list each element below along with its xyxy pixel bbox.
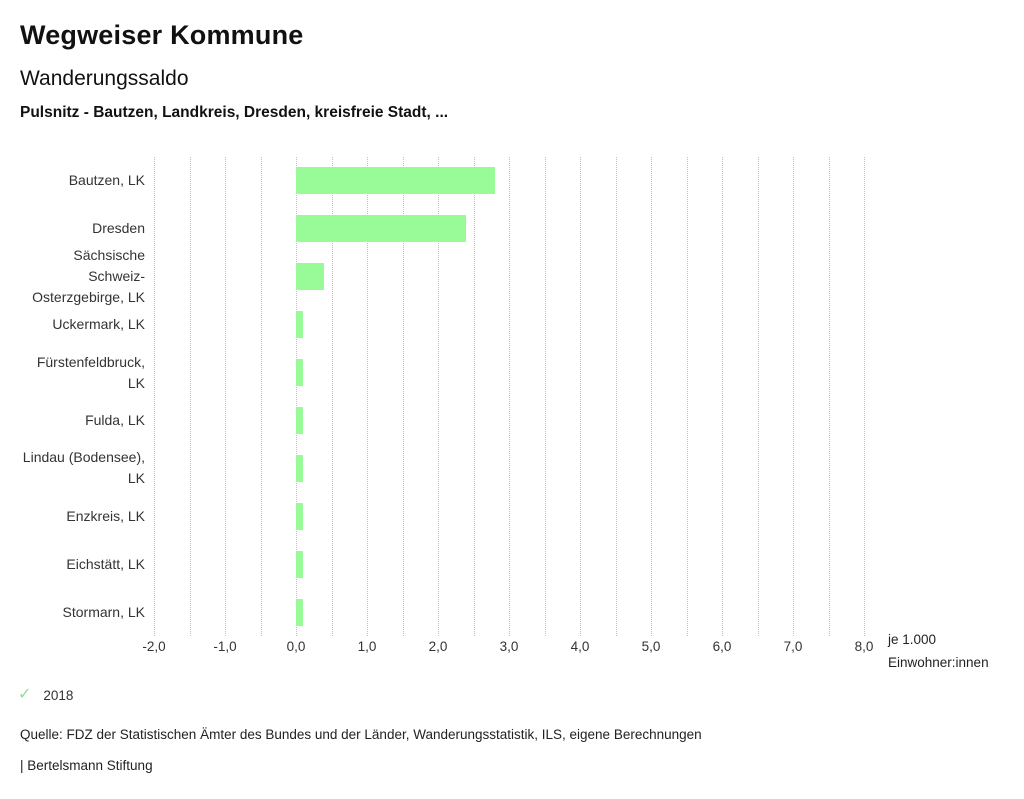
x-tick-label: 1,0 [357, 639, 377, 654]
category-label: Uckermark, LK [19, 301, 145, 349]
legend-year-label: 2018 [43, 687, 74, 703]
bar [296, 215, 467, 243]
category-label-text: Dresden [92, 220, 145, 237]
gridline [864, 157, 865, 636]
bar [296, 406, 304, 434]
category-label-text: Sächsische Schweiz-Osterzgebirge, LK [32, 247, 145, 306]
gridline [189, 157, 191, 636]
attribution-text: | Bertelsmann Stiftung [20, 758, 153, 773]
category-label: Sächsische Schweiz-Osterzgebirge, LK [19, 247, 145, 305]
gridline [828, 157, 830, 636]
bar [296, 598, 304, 626]
category-label: Fulda, LK [19, 397, 145, 445]
gridline [154, 157, 155, 636]
category-label: Fürstenfeldbruck, LK [19, 349, 145, 397]
x-axis-unit-label: je 1.000 Einwohner:innen [888, 629, 989, 674]
x-tick-label: -2,0 [142, 639, 166, 654]
category-label: Stormarn, LK [19, 588, 145, 636]
bar [296, 167, 495, 195]
page-title: Wegweiser Kommune [20, 20, 304, 50]
category-label: Enzkreis, LK [19, 492, 145, 540]
gridline [331, 157, 333, 636]
source-text: Quelle: FDZ der Statistischen Ämter des … [20, 727, 702, 742]
gridline [402, 157, 404, 636]
gridline [615, 157, 617, 636]
category-label: Eichstätt, LK [19, 540, 145, 588]
gridline [651, 157, 652, 636]
gridline [473, 157, 475, 636]
x-axis-unit-line2: Einwohner:innen [888, 654, 989, 670]
x-tick-label: 4,0 [570, 639, 590, 654]
bar [296, 359, 304, 387]
chart-title: Wanderungssaldo [20, 67, 189, 90]
category-label-text: Enzkreis, LK [66, 507, 145, 524]
gridline [686, 157, 688, 636]
gridline [722, 157, 723, 636]
bar [296, 502, 304, 530]
category-label-text: Stormarn, LK [62, 603, 145, 620]
x-tick-label: -1,0 [213, 639, 237, 654]
gridline [367, 157, 368, 636]
x-tick-label: 3,0 [499, 639, 519, 654]
gridline [225, 157, 226, 636]
category-label-text: Uckermark, LK [52, 316, 145, 333]
bar [296, 454, 304, 482]
bar [296, 263, 325, 291]
gridline [580, 157, 581, 636]
gridline [793, 157, 794, 636]
gridline [509, 157, 510, 636]
category-label-text: Fulda, LK [85, 411, 145, 428]
comparison-subtitle: Pulsnitz - Bautzen, Landkreis, Dresden, … [20, 104, 449, 121]
bar-chart-plot-area [154, 157, 865, 636]
checkmark-icon: ✓ [18, 686, 32, 703]
gridline [757, 157, 759, 636]
x-tick-label: 2,0 [428, 639, 448, 654]
category-label-text: Bautzen, LK [68, 172, 145, 189]
category-label: Dresden [19, 205, 145, 253]
x-tick-label: 6,0 [712, 639, 732, 654]
x-axis-unit-line1: je 1.000 [888, 632, 937, 647]
bar [296, 311, 304, 339]
category-label-text: Fürstenfeldbruck, LK [36, 353, 145, 391]
legend-item-2018[interactable]: ✓ 2018 [18, 687, 73, 703]
category-label-text: Eichstätt, LK [66, 555, 145, 572]
bar [296, 550, 304, 578]
x-tick-label: 5,0 [641, 639, 661, 654]
gridline [544, 157, 546, 636]
gridline [260, 157, 262, 636]
gridline [296, 157, 297, 636]
category-label-text: Lindau (Bodensee), LK [22, 449, 145, 487]
category-label: Lindau (Bodensee), LK [19, 444, 145, 492]
y-axis-labels: Bautzen, LK Dresden Sächsische Schweiz-Ost… [19, 157, 145, 636]
x-tick-label: 0,0 [286, 639, 306, 654]
gridline [438, 157, 439, 636]
category-label: Bautzen, LK [19, 157, 145, 205]
x-axis-tick-labels: -2,0 -1,0 0,0 1,0 2,0 3,0 4,0 5,0 6,0 7,0 8,0 [142, 639, 914, 659]
x-tick-label: 8,0 [854, 639, 874, 654]
x-tick-label: 7,0 [783, 639, 803, 654]
